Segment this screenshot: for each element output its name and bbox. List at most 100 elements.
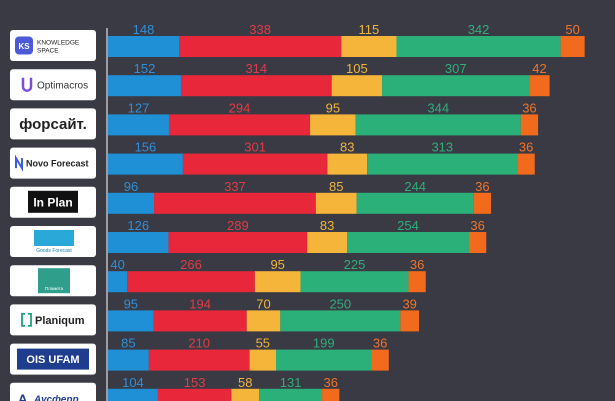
ks-badge-icon	[15, 36, 33, 55]
logo-text: SPACE	[37, 48, 59, 55]
data-label: 254	[397, 218, 419, 233]
data-label: 153	[184, 375, 206, 390]
bar-segment	[108, 232, 169, 253]
vendor-logo: Goods Forecast	[10, 226, 96, 257]
bar-segment	[473, 192, 492, 214]
bar-segment	[168, 114, 311, 136]
data-label: 95	[270, 257, 284, 272]
data-label: 199	[313, 336, 335, 351]
data-label: 307	[445, 61, 467, 76]
bar-segment	[148, 349, 250, 371]
bar-segment	[231, 388, 260, 401]
af-icon: A	[18, 391, 28, 401]
bar-segment	[560, 36, 585, 57]
bar-segment	[356, 192, 474, 214]
ois-ufam-badge	[17, 348, 89, 370]
bar-segment	[249, 349, 276, 371]
logo-text: OIS UFAM	[26, 354, 79, 366]
bar-segment	[396, 36, 561, 57]
bar-segment	[517, 153, 535, 175]
bar-segment	[367, 153, 518, 175]
bar-segment	[347, 232, 469, 253]
logo-text: KNOWLEDGE	[37, 40, 80, 47]
logo-text: Goods Forecast	[36, 248, 72, 254]
logo-text: Пламета	[45, 286, 64, 291]
data-label: 342	[468, 22, 490, 37]
data-label: 70	[256, 296, 270, 311]
bar-segment	[179, 36, 342, 57]
data-label: 58	[238, 375, 252, 390]
data-label: 104	[122, 375, 144, 390]
vendor-logo: форсайт.	[10, 108, 96, 140]
data-label: 42	[532, 61, 546, 76]
bar-segment	[154, 192, 316, 214]
bar-segment	[246, 310, 281, 332]
bar-segment	[331, 75, 383, 97]
data-label: 337	[224, 179, 246, 194]
data-label: 156	[135, 140, 157, 155]
data-label: 96	[124, 179, 138, 194]
labels-group: 148 338 115 342 50 152 314 105 307 42 127 294 95 344 3…	[110, 22, 580, 390]
bar-segment	[180, 75, 332, 97]
bar-segment	[108, 36, 180, 57]
logo-text: In Plan	[33, 195, 72, 209]
logo-text: форсайт.	[19, 116, 87, 133]
data-label: 36	[519, 140, 533, 155]
bar-segment	[108, 388, 158, 401]
data-label: 83	[320, 218, 334, 233]
optimacros-u-icon	[21, 77, 33, 92]
data-label: 36	[410, 257, 424, 272]
data-label: 210	[188, 336, 210, 351]
data-label: 40	[110, 257, 124, 272]
bar-segment	[108, 114, 169, 136]
data-label: 313	[431, 140, 453, 155]
data-label: 338	[249, 22, 271, 37]
vendor-logo: A Аусферр	[10, 382, 96, 401]
logo-text: KS	[18, 42, 30, 51]
data-label: 50	[565, 22, 579, 37]
data-label: 95	[124, 296, 138, 311]
bar-segment	[408, 271, 426, 293]
logo-card-bg	[10, 69, 96, 101]
data-label: 225	[344, 257, 366, 272]
vendor-logo: Пламета	[10, 265, 96, 297]
bar-segment	[520, 114, 539, 136]
inplan-badge	[28, 190, 78, 213]
bar-segment	[315, 192, 357, 214]
data-label: 344	[427, 100, 449, 115]
logo-text: Optimacros	[37, 81, 88, 92]
data-label: 105	[346, 61, 368, 76]
bar-segment	[382, 75, 530, 97]
data-label: 250	[329, 296, 351, 311]
logo-text: Novo Forecast	[26, 159, 89, 169]
vendor-logo: OIS UFAM	[10, 343, 96, 375]
bar-segment	[327, 153, 368, 175]
bar-segment	[108, 153, 183, 175]
data-label: 244	[404, 179, 426, 194]
logo-text: Аусферр	[33, 393, 79, 401]
bars-group	[108, 36, 585, 401]
bar-segment	[355, 114, 521, 136]
data-label: 55	[256, 336, 270, 351]
bar-segment	[468, 232, 487, 253]
data-label: 126	[127, 218, 149, 233]
data-label: 301	[244, 140, 266, 155]
data-label: 36	[323, 375, 337, 390]
bar-segment	[276, 349, 372, 371]
bar-segment	[529, 75, 550, 97]
vendor-logo: Optimacros	[10, 69, 96, 101]
bar-segment	[108, 310, 154, 332]
bar-segment	[310, 114, 356, 136]
logo-card-bg	[10, 147, 96, 179]
bar-segment	[108, 75, 181, 97]
data-label: 152	[134, 61, 156, 76]
bar-segment	[259, 388, 323, 401]
data-label: 85	[121, 336, 135, 351]
data-label: 289	[227, 218, 249, 233]
logo-card-bg	[10, 108, 96, 140]
data-label: 36	[470, 218, 484, 233]
goods-forecast-mark	[34, 230, 74, 246]
